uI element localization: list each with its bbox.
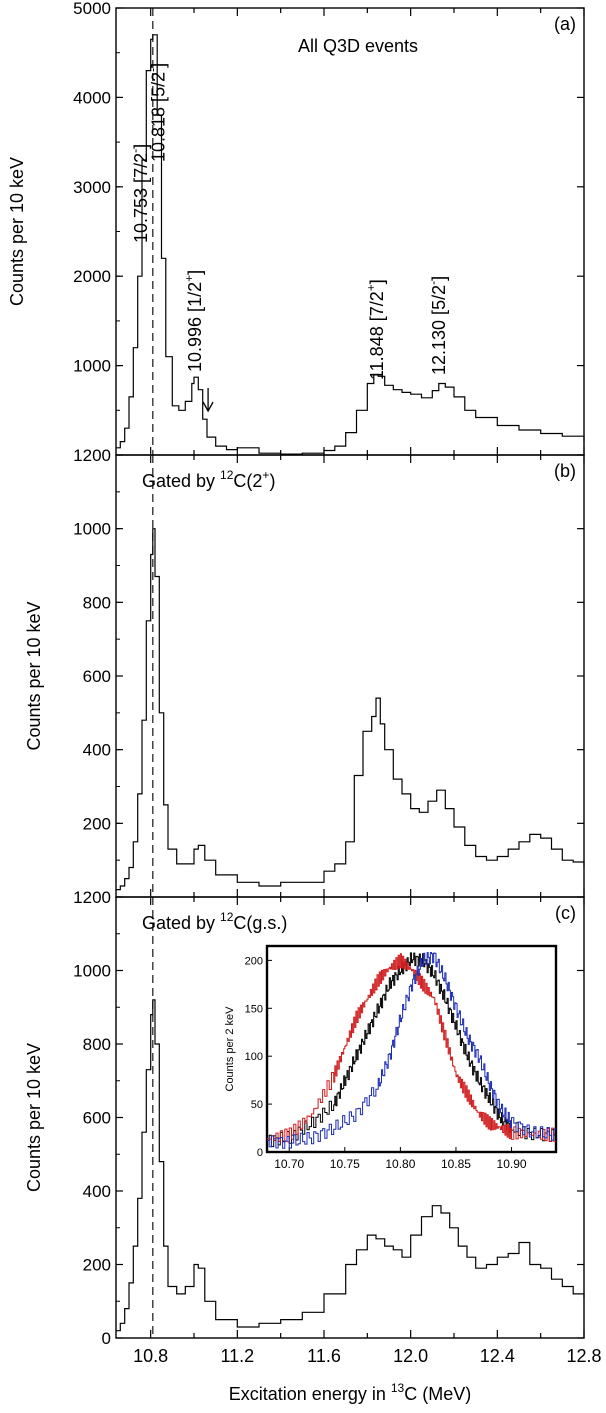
label-part: - xyxy=(145,68,159,72)
label-part: 10.818 xyxy=(148,102,168,162)
peak-label: 11.848 [7/2+] xyxy=(364,279,387,380)
y-tick-label: 1000 xyxy=(73,520,111,539)
y-tick-label: 200 xyxy=(83,1256,111,1275)
y-tick-label: 1200 xyxy=(73,446,111,465)
y-axis-label: Counts per 10 keV xyxy=(24,1043,44,1192)
plot-frame xyxy=(115,7,585,456)
label-part: Gated by xyxy=(142,913,220,933)
x-tick-label: 11.2 xyxy=(220,1346,254,1366)
label-part: Gated by xyxy=(142,471,220,491)
y-tick-label: 4000 xyxy=(73,88,111,107)
panel-annotation: Gated by 12C(2+) xyxy=(142,468,275,491)
inset-chart: 0 50 100 150 200 10.70 10.75 10.80 10.85 10.90 Cou… xyxy=(224,944,558,1171)
label-part: ] xyxy=(367,279,387,284)
label-part: ) xyxy=(269,471,275,491)
y-tick-label: 1000 xyxy=(73,357,111,376)
y-axis-label: Counts per 10 keV xyxy=(7,157,27,306)
x-tick-label: 12.0 xyxy=(393,1346,428,1366)
panel-label: (a) xyxy=(554,14,576,34)
label-part: Excitation energy in xyxy=(229,1384,391,1404)
y-tick-label: 600 xyxy=(83,667,111,686)
inset-y-tick-label: 50 xyxy=(251,1099,263,1111)
y-tick-label: 5000 xyxy=(73,0,111,18)
panel-a: 1000 2000 3000 4000 5000 Counts per 10 keV (a)… xyxy=(7,0,585,456)
arrow-marker-head xyxy=(202,401,214,413)
label-part: - xyxy=(128,149,142,153)
panel-label: (b) xyxy=(554,461,576,481)
label-part: + xyxy=(262,468,269,482)
label-part: C(2 xyxy=(233,471,262,491)
spectrum-series xyxy=(116,34,585,455)
x-axis-label: Excitation energy in 13C (MeV) xyxy=(229,1381,471,1404)
label-part: 10.996 xyxy=(185,312,205,372)
peak-label: 10.753 [7/2-] xyxy=(128,144,151,243)
label-part: [7/2 xyxy=(131,153,151,183)
y-tick-label: 1000 xyxy=(73,962,111,981)
inset-y-tick-label: 0 xyxy=(257,1147,263,1159)
peak-label: 10.818 [5/2-] xyxy=(145,63,168,162)
spectrum-series xyxy=(116,999,585,1332)
y-tick-label: 800 xyxy=(83,593,111,612)
x-tick-label: 11.6 xyxy=(307,1346,341,1366)
panel-label: (c) xyxy=(555,903,576,923)
y-tick-label: 200 xyxy=(83,814,111,833)
inset-frame xyxy=(265,944,558,1154)
inset-x-tick-label: 10.90 xyxy=(497,1157,527,1171)
plot-frame xyxy=(115,454,585,898)
y-tick-label: 0 xyxy=(102,1329,111,1348)
label-part: + xyxy=(182,275,196,282)
y-tick-label: 400 xyxy=(83,1182,111,1201)
label-part: [5/2 xyxy=(429,285,449,315)
label-part: 13 xyxy=(391,1381,405,1395)
inset-x-tick-label: 10.75 xyxy=(330,1157,360,1171)
label-part: ] xyxy=(185,270,205,275)
panel-annotation: All Q3D events xyxy=(298,36,418,56)
label-part: 12 xyxy=(220,910,234,924)
y-tick-label: 600 xyxy=(83,1109,111,1128)
label-part: [1/2 xyxy=(185,282,205,312)
label-part: ] xyxy=(429,276,449,281)
label-part: [5/2 xyxy=(148,72,168,102)
y-axis-label: Counts per 10 keV xyxy=(24,601,44,750)
label-part: [7/2 xyxy=(367,291,387,321)
inset-y-tick-label: 100 xyxy=(245,1051,263,1063)
inset-y-axis-label: Counts per 2 keV xyxy=(224,1006,236,1092)
label-part: ] xyxy=(131,144,151,149)
x-tick-label: 12.4 xyxy=(480,1346,515,1366)
label-part: - xyxy=(426,281,440,285)
inset-series-2 xyxy=(267,952,556,1149)
inset-x-tick-label: 10.80 xyxy=(385,1157,415,1171)
inset-x-tick-label: 10.85 xyxy=(441,1157,471,1171)
y-tick-label: 3000 xyxy=(73,178,111,197)
panel-b: 200 400 600 800 1000 1200 Counts per 10 keV (b)… xyxy=(24,446,585,898)
inset-y-tick-label: 200 xyxy=(245,955,263,967)
spectrum-series xyxy=(116,528,585,891)
x-tick-label: 10.8 xyxy=(133,1346,168,1366)
y-tick-label: 2000 xyxy=(73,267,111,286)
label-part: C (MeV) xyxy=(404,1384,471,1404)
label-part: 12.130 xyxy=(429,315,449,375)
peak-label: 12.130 [5/2-] xyxy=(426,276,449,375)
label-part: 10.753 xyxy=(131,183,151,243)
label-part: + xyxy=(364,284,378,291)
label-part: 12 xyxy=(220,468,234,482)
y-tick-label: 1200 xyxy=(73,888,111,907)
x-tick-label: 12.8 xyxy=(566,1346,601,1366)
label-part: 11.848 xyxy=(367,321,387,380)
label-part: C(g.s.) xyxy=(233,913,287,933)
inset-y-tick-label: 150 xyxy=(245,1003,263,1015)
label-part: ] xyxy=(148,63,168,68)
peak-label: 10.996 [1/2+] xyxy=(182,270,205,372)
y-tick-label: 400 xyxy=(83,741,111,760)
panel-annotation: Gated by 12C(g.s.) xyxy=(142,910,287,933)
y-tick-label: 800 xyxy=(83,1035,111,1054)
inset-x-tick-label: 10.70 xyxy=(274,1157,304,1171)
inset-series-0 xyxy=(267,952,556,1148)
inset-series-1 xyxy=(267,953,556,1143)
